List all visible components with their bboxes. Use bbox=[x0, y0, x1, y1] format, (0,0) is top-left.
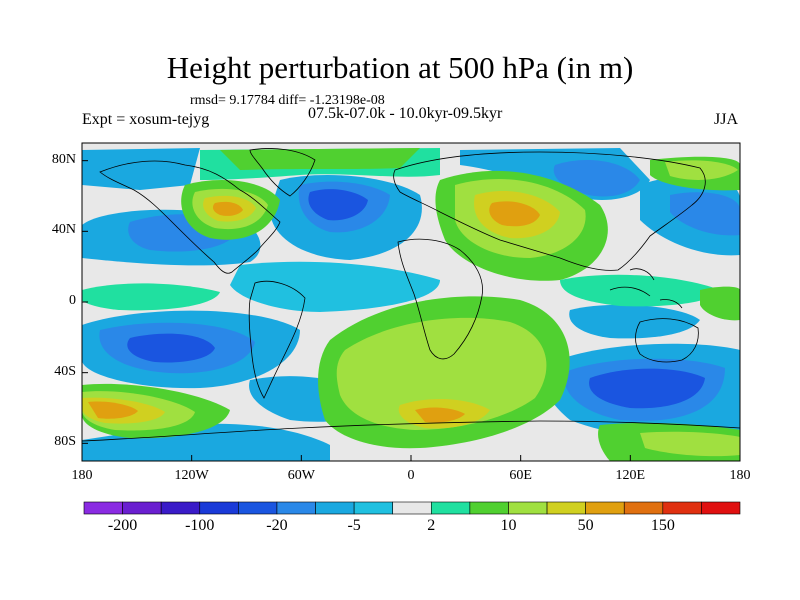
anomaly-region bbox=[560, 274, 720, 307]
anomaly-region bbox=[640, 431, 740, 457]
colorbar-swatch bbox=[430, 501, 471, 515]
colorbar-tick-label: 2 bbox=[427, 517, 436, 534]
lon-tick-label: 180 bbox=[71, 468, 93, 483]
experiment-label: Expt = xosum-tejyg bbox=[82, 111, 210, 128]
anomaly-region bbox=[415, 407, 465, 423]
anomaly-region bbox=[230, 261, 440, 312]
anomaly-region bbox=[700, 286, 740, 321]
colorbar-swatch bbox=[160, 501, 201, 515]
map-tick-marks bbox=[81, 160, 741, 461]
lon-tick-label: 180 bbox=[729, 468, 751, 483]
anomaly-region bbox=[489, 201, 540, 227]
anomaly-region bbox=[212, 201, 243, 216]
colorbar bbox=[83, 501, 741, 515]
height-anomaly-field bbox=[82, 143, 740, 461]
coastline-south-america bbox=[248, 280, 306, 399]
period-label: 07.5k-07.0k - 10.0kyr-09.5kyr bbox=[308, 105, 503, 122]
coastline-eurasia bbox=[393, 151, 706, 271]
anomaly-region bbox=[336, 317, 547, 430]
colorbar-swatch bbox=[353, 501, 394, 515]
colorbar-swatch bbox=[585, 501, 625, 515]
coastline-australia bbox=[635, 318, 699, 363]
lat-tick-label: 80S bbox=[54, 434, 76, 450]
coastline-greenland bbox=[249, 148, 316, 197]
colorbar-swatch bbox=[508, 501, 548, 515]
anomaly-region bbox=[220, 148, 420, 170]
colorbar-swatch bbox=[315, 501, 355, 515]
colorbar-tick-label: 50 bbox=[577, 517, 594, 534]
colorbar-swatch bbox=[623, 501, 664, 515]
rmsd-stats-label: rmsd= 9.17784 diff= -1.23198e-08 bbox=[190, 93, 385, 108]
lat-tick-label: 40S bbox=[54, 363, 76, 379]
lat-tick-label: 40N bbox=[51, 222, 76, 238]
colorbar-tick-label: 150 bbox=[650, 517, 675, 534]
colorbar-tick-label: -20 bbox=[266, 517, 288, 534]
lon-tick-label: 120E bbox=[615, 468, 646, 483]
coastline-maritime-islands bbox=[609, 268, 683, 309]
lon-tick-label: 120W bbox=[174, 468, 209, 483]
anomaly-region bbox=[82, 148, 200, 190]
anomaly-region bbox=[553, 160, 640, 197]
colorbar-swatch bbox=[122, 501, 162, 515]
coastline-outlines bbox=[82, 148, 740, 442]
season-label: JJA bbox=[714, 111, 739, 128]
anomaly-region bbox=[589, 368, 705, 409]
colorbar-swatch bbox=[546, 501, 586, 515]
lon-tick-label: 60W bbox=[287, 468, 315, 483]
anomaly-region bbox=[88, 401, 138, 419]
colorbar-swatch bbox=[662, 501, 702, 515]
coastline-africa bbox=[397, 238, 483, 360]
lon-tick-label: 0 bbox=[407, 468, 415, 483]
colorbar-swatch bbox=[199, 501, 239, 515]
colorbar-tick-label: -100 bbox=[185, 517, 215, 534]
colorbar-swatch bbox=[701, 501, 741, 515]
anomaly-region bbox=[82, 283, 220, 311]
lat-tick-label: 0 bbox=[69, 293, 76, 308]
anomaly-region bbox=[569, 304, 700, 339]
colorbar-tick-label: -200 bbox=[107, 517, 138, 534]
colorbar-swatch bbox=[238, 501, 278, 515]
coastline-antarctica bbox=[82, 420, 740, 442]
colorbar-swatch bbox=[469, 501, 509, 515]
anomaly-region bbox=[670, 192, 740, 236]
colorbar-swatch bbox=[83, 501, 123, 515]
lat-tick-label: 80N bbox=[51, 151, 76, 167]
page-title: Height perturbation at 500 hPa (in m) bbox=[166, 50, 634, 85]
coastline-north-america bbox=[99, 160, 281, 274]
colorbar-swatch bbox=[276, 501, 316, 515]
colorbar-swatch bbox=[392, 501, 432, 515]
anomaly-region bbox=[308, 189, 368, 221]
anomaly-region bbox=[127, 333, 215, 363]
lon-tick-label: 60E bbox=[509, 468, 532, 483]
colorbar-tick-label: -5 bbox=[347, 517, 361, 534]
colorbar-tick-label: 10 bbox=[500, 517, 517, 534]
